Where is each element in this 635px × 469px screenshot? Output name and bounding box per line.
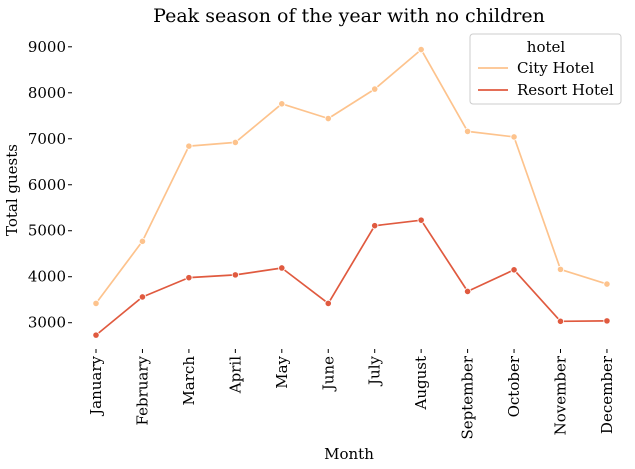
chart-title: Peak season of the year with no children — [153, 5, 545, 27]
data-point-resort-hotel — [603, 317, 611, 325]
data-point-city-hotel — [417, 45, 425, 54]
data-point-city-hotel — [463, 127, 472, 136]
x-tick-label: October — [505, 355, 523, 417]
data-point-city-hotel — [185, 142, 193, 150]
x-tick-label: May — [273, 355, 291, 388]
x-tick-label: December — [598, 355, 616, 434]
x-tick-label: September — [459, 355, 477, 439]
y-tick-label: 6000 — [28, 176, 66, 194]
data-point-city-hotel — [371, 85, 379, 93]
x-tick-label: February — [133, 355, 151, 425]
data-point-resort-hotel — [510, 266, 518, 274]
y-tick-label: 9000 — [28, 38, 66, 56]
data-point-city-hotel — [510, 133, 518, 141]
data-point-city-hotel — [231, 138, 239, 147]
data-point-city-hotel — [556, 265, 565, 273]
legend-label-resort-hotel: Resort Hotel — [517, 81, 614, 99]
data-point-resort-hotel — [324, 299, 332, 307]
x-axis: January February March April May June July Augu… — [87, 349, 616, 440]
data-point-resort-hotel — [231, 271, 239, 279]
series-line-resort-hotel — [95, 219, 608, 336]
x-tick-label: January — [87, 355, 105, 416]
data-point-resort-hotel — [278, 264, 286, 272]
x-tick-label: August — [412, 356, 430, 410]
data-point-city-hotel — [324, 114, 332, 123]
data-point-city-hotel — [603, 280, 611, 288]
series-line-city-hotel — [95, 48, 608, 304]
x-axis-label: Month — [324, 445, 374, 463]
plot-area — [92, 45, 611, 339]
data-point-city-hotel — [138, 237, 147, 245]
data-point-city-hotel — [92, 299, 100, 307]
x-tick-label: June — [319, 356, 337, 392]
x-tick-label: July — [366, 355, 384, 386]
legend: hotel City Hotel Resort Hotel — [469, 33, 622, 105]
y-tick-label: 8000 — [28, 84, 66, 102]
data-point-resort-hotel — [463, 287, 472, 296]
y-tick-label: 4000 — [28, 268, 66, 286]
y-axis-label: Total guests — [3, 144, 21, 236]
y-tick-label: 3000 — [28, 314, 66, 332]
data-point-resort-hotel — [417, 216, 425, 224]
data-point-resort-hotel — [185, 274, 193, 282]
y-axis: 3000 4000 5000 6000 7000 8000 9000 — [28, 38, 72, 332]
x-tick-label: April — [226, 356, 244, 394]
data-point-resort-hotel — [138, 293, 147, 301]
x-tick-label: March — [180, 356, 198, 406]
legend-frame — [469, 33, 622, 105]
x-tick-label: November — [552, 355, 570, 435]
legend-label-city-hotel: City Hotel — [517, 59, 595, 77]
data-point-city-hotel — [278, 100, 286, 108]
y-tick-label: 5000 — [28, 222, 66, 240]
data-point-resort-hotel — [556, 317, 565, 325]
data-point-resort-hotel — [371, 222, 379, 230]
data-point-resort-hotel — [92, 331, 100, 339]
legend-title: hotel — [527, 38, 566, 56]
y-tick-label: 7000 — [28, 130, 66, 148]
